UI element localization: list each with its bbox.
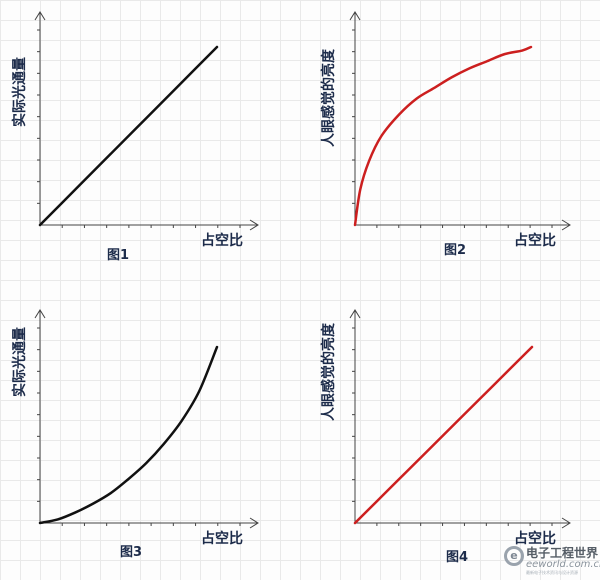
x-axis-arrow	[249, 517, 259, 529]
y-axis-label: 实际光通量	[11, 327, 28, 397]
x-axis-arrow	[249, 219, 259, 231]
watermark-url: eeworld.com.cn	[526, 559, 600, 570]
watermark-logo: e 电子工程世界 eeworld.com.cn 最新电子技术资讯与设计资源	[504, 544, 600, 576]
chart-panel-1: 图1 占空比 实际光通量	[11, 11, 259, 263]
x-axis-label: 占空比	[201, 232, 243, 249]
y-axis-label: 人眼感觉的亮度	[320, 322, 337, 421]
y-axis-arrow	[349, 11, 361, 21]
series-line	[353, 345, 534, 525]
chart-panel-2: 图2 占空比 人眼感觉的亮度	[320, 11, 571, 258]
series-line	[38, 45, 219, 227]
figure-caption: 图2	[444, 243, 466, 258]
watermark-title: 电子工程世界	[526, 546, 599, 560]
watermark-subtitle: 最新电子技术资讯与设计资源	[526, 570, 578, 575]
x-axis-arrow	[561, 219, 571, 231]
y-axis-label: 人眼感觉的亮度	[320, 48, 337, 147]
x-axis-arrow	[561, 517, 571, 529]
figure-caption: 图4	[446, 550, 468, 565]
chart-panel-3: 图3 占空比 实际光通量	[11, 309, 259, 560]
series-line	[353, 45, 533, 227]
y-axis-label: 实际光通量	[11, 57, 28, 127]
x-axis-label: 占空比	[514, 530, 556, 547]
chart-panel-4: 图4 占空比 人眼感觉的亮度	[320, 309, 571, 565]
y-axis-arrow	[349, 309, 361, 319]
y-axis-arrow	[34, 11, 46, 21]
figure-caption: 图3	[120, 545, 142, 560]
x-axis-label: 占空比	[201, 530, 243, 547]
y-axis-arrow	[34, 309, 46, 319]
series-line	[38, 345, 219, 525]
circle-e-logo-icon: e	[504, 546, 524, 566]
x-axis-label: 占空比	[514, 232, 556, 249]
figure-caption: 图1	[107, 248, 129, 263]
